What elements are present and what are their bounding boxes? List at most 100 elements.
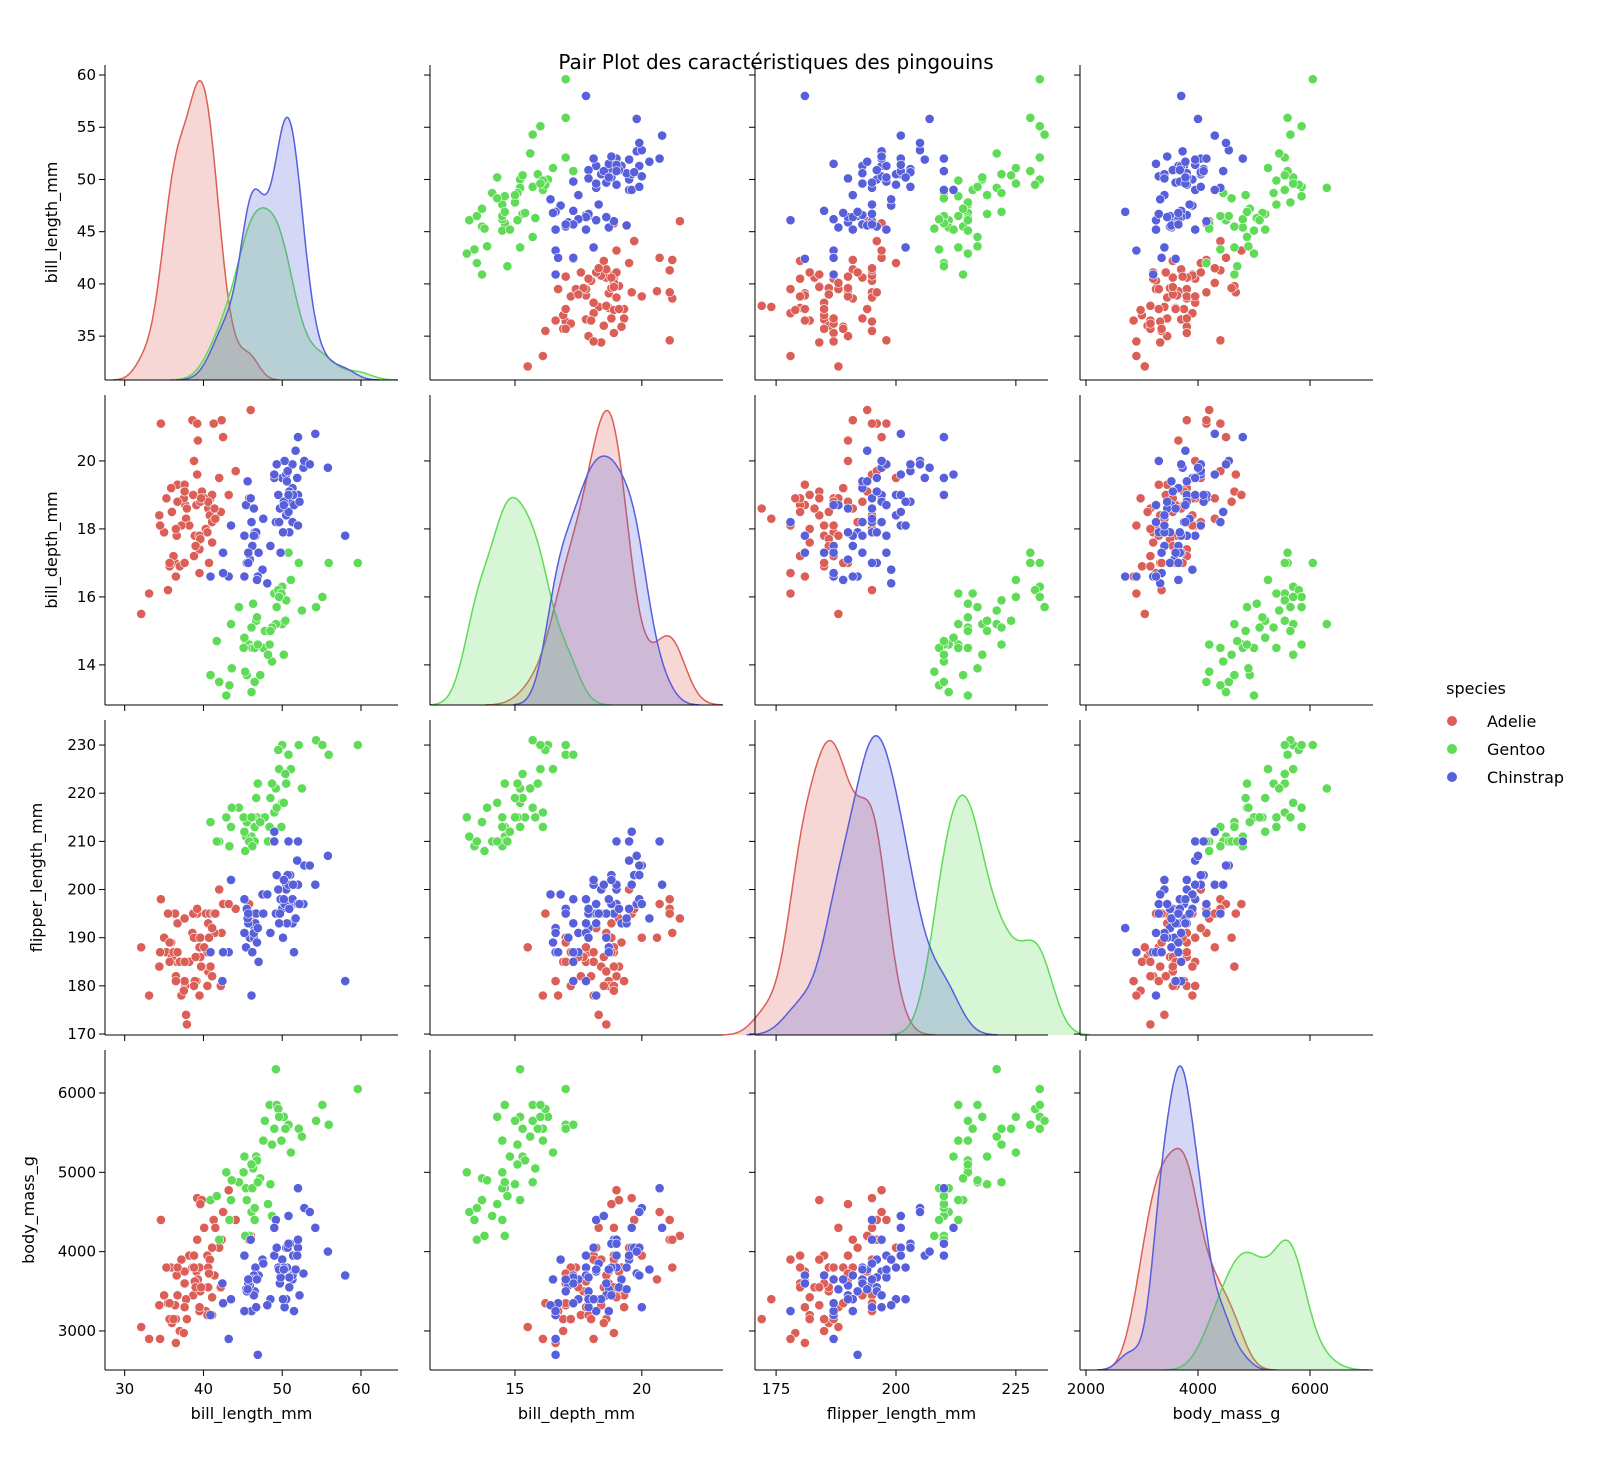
point-gentoo	[477, 203, 487, 214]
kde-fill-chinstrap	[746, 735, 998, 1035]
point-adelie	[823, 289, 834, 300]
point-adelie	[601, 1019, 612, 1030]
point-chinstrap	[243, 1274, 254, 1285]
point-adelie	[190, 541, 201, 551]
point-chinstrap	[545, 889, 556, 900]
point-chinstrap	[867, 208, 877, 219]
point-adelie	[540, 908, 551, 919]
point-adelie	[164, 956, 175, 967]
panel-body_mass_g-vs-bill_depth_mm: 15 20 bill_depth_mm	[424, 1050, 723, 1424]
point-chinstrap	[1173, 947, 1184, 958]
point-chinstrap	[1153, 208, 1164, 219]
point-gentoo	[512, 215, 523, 226]
kde-fill-adelie	[1099, 1148, 1276, 1370]
point-adelie	[178, 985, 189, 996]
point-chinstrap	[867, 177, 877, 188]
point-gentoo	[1285, 626, 1296, 636]
point-chinstrap	[322, 1246, 333, 1257]
panel-body_mass_g-vs-bill_length_mm: 30 40 50 60 3000 4000 5000 6000 bill_length_mm bo…	[19, 1050, 398, 1424]
legend-marker-chinstrap	[1447, 772, 1457, 782]
point-chinstrap	[293, 520, 303, 531]
point-adelie	[606, 272, 617, 283]
point-chinstrap	[862, 445, 873, 456]
point-chinstrap	[1190, 224, 1201, 235]
point-chinstrap	[252, 923, 263, 933]
point-gentoo	[963, 248, 973, 259]
point-gentoo	[967, 1123, 978, 1134]
point-chinstrap	[939, 472, 949, 483]
point-chinstrap	[1120, 571, 1131, 582]
point-adelie	[1131, 990, 1142, 1001]
point-chinstrap	[895, 506, 906, 517]
point-chinstrap	[881, 160, 892, 171]
point-chinstrap	[900, 520, 911, 531]
point-adelie	[852, 267, 863, 278]
point-gentoo	[497, 822, 508, 832]
point-adelie	[223, 899, 234, 909]
point-chinstrap	[278, 875, 289, 885]
point-gentoo	[1011, 575, 1021, 585]
point-chinstrap	[283, 836, 294, 847]
point-gentoo	[1282, 547, 1293, 558]
point-adelie	[619, 313, 629, 324]
point-chinstrap	[1193, 462, 1203, 473]
point-adelie	[1160, 971, 1171, 982]
point-adelie	[1190, 291, 1201, 302]
point-chinstrap	[800, 253, 810, 264]
point-chinstrap	[862, 1284, 873, 1295]
point-gentoo	[504, 1151, 515, 1162]
point-chinstrap	[588, 242, 599, 253]
point-adelie	[1221, 432, 1231, 442]
point-adelie	[164, 558, 175, 568]
point-gentoo	[1006, 615, 1016, 626]
point-gentoo	[1240, 793, 1251, 803]
point-gentoo	[1215, 244, 1226, 255]
point-chinstrap	[1174, 527, 1185, 538]
point-adelie	[136, 942, 147, 953]
point-chinstrap	[900, 1262, 911, 1273]
point-chinstrap	[800, 547, 810, 558]
point-chinstrap	[631, 114, 642, 124]
point-chinstrap	[588, 1294, 599, 1305]
point-chinstrap	[292, 855, 303, 866]
point-chinstrap	[871, 527, 882, 538]
point-adelie	[1131, 588, 1142, 599]
point-gentoo	[953, 1100, 964, 1110]
point-chinstrap	[226, 520, 236, 531]
point-gentoo	[1215, 680, 1226, 691]
point-chinstrap	[1180, 918, 1191, 929]
point-gentoo	[532, 1123, 543, 1134]
point-adelie	[163, 585, 173, 595]
point-gentoo	[479, 1230, 490, 1241]
point-chinstrap	[293, 1234, 303, 1245]
point-chinstrap	[284, 1282, 295, 1293]
point-gentoo	[996, 206, 1007, 217]
point-gentoo	[1240, 190, 1251, 200]
point-adelie	[204, 932, 214, 943]
point-gentoo	[1232, 636, 1243, 646]
kde-line-chinstrap	[746, 735, 998, 1036]
point-gentoo	[258, 1135, 269, 1146]
point-chinstrap	[895, 489, 906, 500]
point-adelie	[1173, 435, 1184, 446]
y-tick-label: 4000	[58, 1243, 96, 1261]
kde-fill-adelie	[485, 410, 723, 705]
point-chinstrap	[833, 1284, 844, 1295]
point-chinstrap	[258, 513, 269, 524]
point-gentoo	[246, 687, 257, 697]
point-gentoo	[499, 1230, 510, 1241]
y-tick-label: 20	[77, 452, 96, 470]
point-adelie	[1153, 976, 1164, 986]
point-gentoo	[1257, 612, 1268, 623]
point-chinstrap	[310, 879, 321, 890]
point-adelie	[164, 937, 175, 948]
point-chinstrap	[288, 879, 299, 890]
point-gentoo	[934, 1215, 944, 1225]
point-gentoo	[482, 802, 492, 813]
point-chinstrap	[1153, 899, 1164, 909]
point-gentoo	[1240, 626, 1251, 636]
point-chinstrap	[265, 928, 276, 938]
point-adelie	[611, 971, 622, 982]
point-adelie	[154, 961, 165, 972]
point-gentoo	[560, 152, 571, 163]
